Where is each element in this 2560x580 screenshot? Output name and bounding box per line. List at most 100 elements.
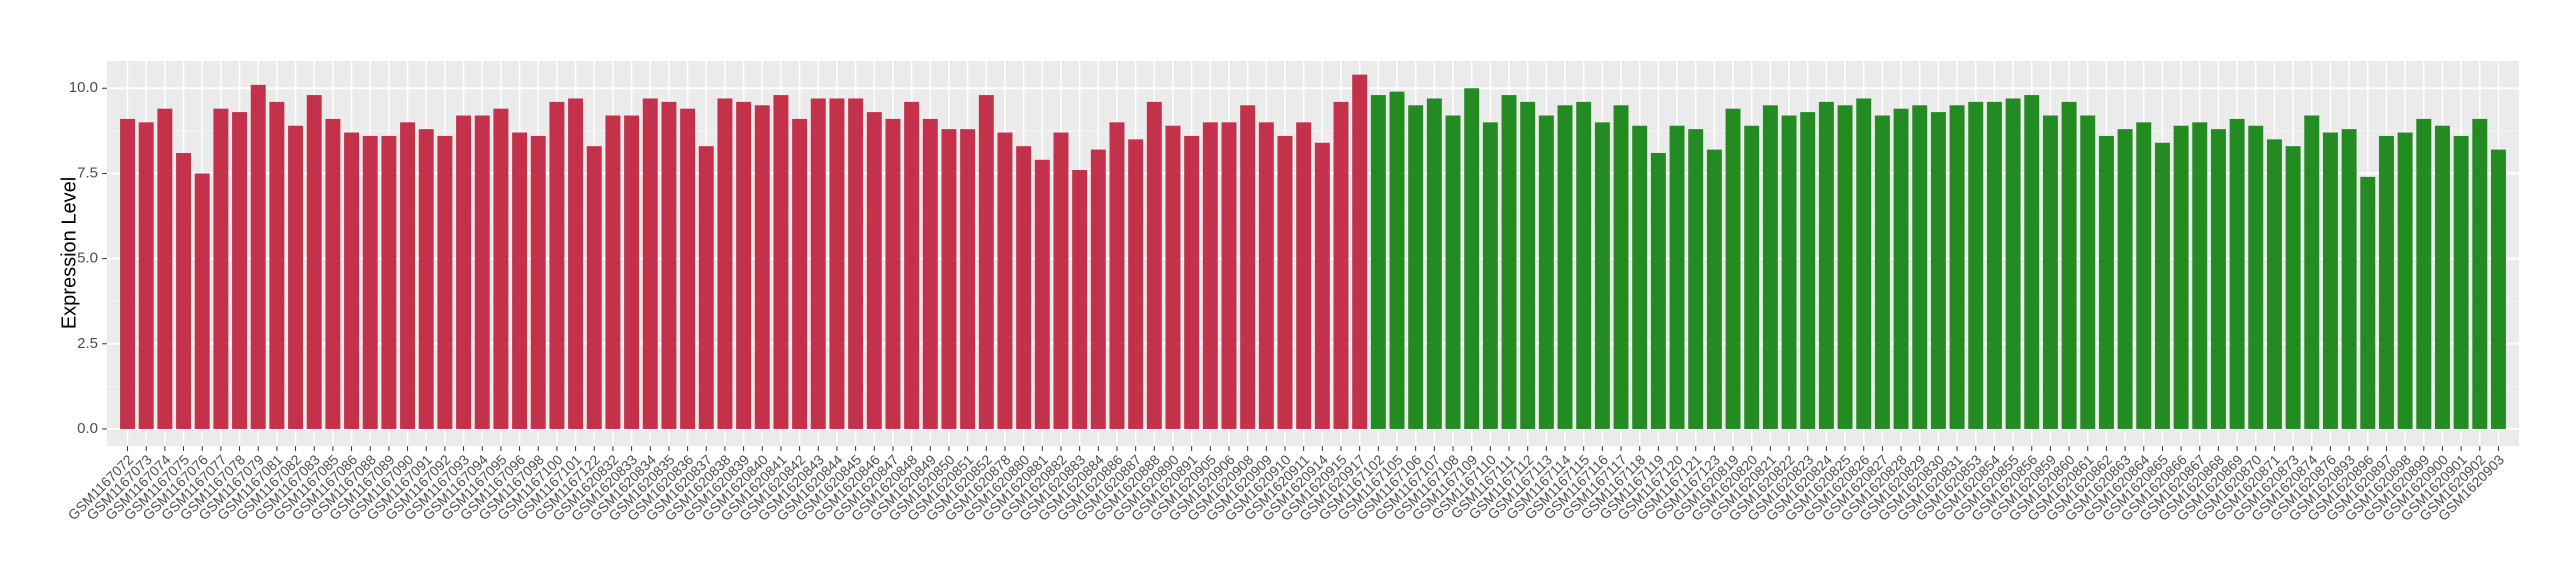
- bar: [1464, 88, 1480, 429]
- bar: [1632, 125, 1648, 429]
- bar: [2080, 115, 2096, 429]
- bar: [1333, 101, 1349, 429]
- bar: [904, 101, 920, 429]
- bar: [1781, 115, 1797, 429]
- bar: [1818, 101, 1834, 429]
- bar: [1557, 105, 1573, 429]
- y-tick-label: 0.0: [77, 420, 98, 437]
- bar: [2210, 129, 2226, 429]
- bar: [866, 112, 882, 429]
- bar: [306, 95, 322, 429]
- bar: [437, 135, 453, 429]
- y-tick-label: 10.0: [69, 79, 98, 96]
- bar: [2024, 95, 2040, 429]
- bar: [1482, 122, 1498, 429]
- y-axis-title: Expression Level: [58, 177, 80, 329]
- bar: [810, 98, 826, 429]
- bar: [1874, 115, 1890, 429]
- bar: [2061, 101, 2077, 429]
- bar: [213, 108, 229, 429]
- bar: [474, 115, 490, 429]
- bar: [120, 118, 136, 429]
- bar: [1240, 105, 1256, 429]
- bar: [400, 122, 416, 429]
- bar: [456, 115, 472, 429]
- bar: [717, 98, 733, 429]
- bar: [2192, 122, 2208, 429]
- bar: [1408, 105, 1424, 429]
- bar: [549, 101, 565, 429]
- bar: [1146, 101, 1162, 429]
- bar: [2416, 118, 2432, 429]
- bar: [2098, 135, 2114, 429]
- bar: [1986, 101, 2002, 429]
- bar: [960, 129, 976, 429]
- bar: [512, 132, 528, 429]
- bar: [288, 125, 304, 429]
- bar: [2360, 176, 2376, 429]
- bar: [1165, 125, 1181, 429]
- bar: [1445, 115, 1461, 429]
- bar: [997, 132, 1013, 429]
- bar: [1221, 122, 1237, 429]
- bar: [138, 122, 154, 429]
- bar: [1016, 146, 1032, 429]
- bar: [1538, 115, 1554, 429]
- bar: [2397, 132, 2413, 429]
- bar: [568, 98, 584, 429]
- bar: [773, 95, 789, 429]
- bar: [1725, 108, 1741, 429]
- bar: [2005, 98, 2021, 429]
- bar: [1072, 170, 1088, 429]
- bar: [1669, 125, 1685, 429]
- bar: [1837, 105, 1853, 429]
- bar: [2341, 129, 2357, 429]
- bar: [978, 95, 994, 429]
- bar: [1109, 122, 1125, 429]
- y-tick-label: 5.0: [77, 250, 98, 267]
- bar: [1949, 105, 1965, 429]
- bar: [2154, 142, 2170, 429]
- bar: [885, 118, 901, 429]
- bar: [1520, 101, 1536, 429]
- y-tick-label: 2.5: [77, 335, 98, 352]
- bar: [1706, 149, 1722, 429]
- bar: [941, 129, 957, 429]
- bar: [2490, 149, 2506, 429]
- bar: [1856, 98, 1872, 429]
- bar: [362, 135, 378, 429]
- bar: [1426, 98, 1442, 429]
- bar: [1184, 135, 1200, 429]
- bar: [680, 108, 696, 429]
- bar: [586, 146, 602, 429]
- bar: [1202, 122, 1218, 429]
- bar: [1370, 95, 1386, 429]
- bar: [1034, 159, 1050, 429]
- bar: [792, 118, 808, 429]
- bar: [157, 108, 173, 429]
- bar: [605, 115, 621, 429]
- bar: [1613, 105, 1629, 429]
- bar: [381, 135, 397, 429]
- bar: [530, 135, 546, 429]
- bar: [325, 118, 341, 429]
- bar: [624, 115, 640, 429]
- y-tick-label: 7.5: [77, 164, 98, 181]
- bar: [176, 152, 192, 429]
- bar: [344, 132, 360, 429]
- bar: [2434, 125, 2450, 429]
- bar: [1296, 122, 1312, 429]
- bar: [418, 129, 434, 429]
- bar: [2117, 129, 2133, 429]
- bar: [493, 108, 509, 429]
- bar: [1258, 122, 1274, 429]
- bar: [698, 146, 714, 429]
- bar: [1650, 152, 1666, 429]
- bar: [2285, 146, 2301, 429]
- bar: [2229, 118, 2245, 429]
- bar: [1053, 132, 1069, 429]
- bar: [1090, 149, 1106, 429]
- bar: [1688, 129, 1704, 429]
